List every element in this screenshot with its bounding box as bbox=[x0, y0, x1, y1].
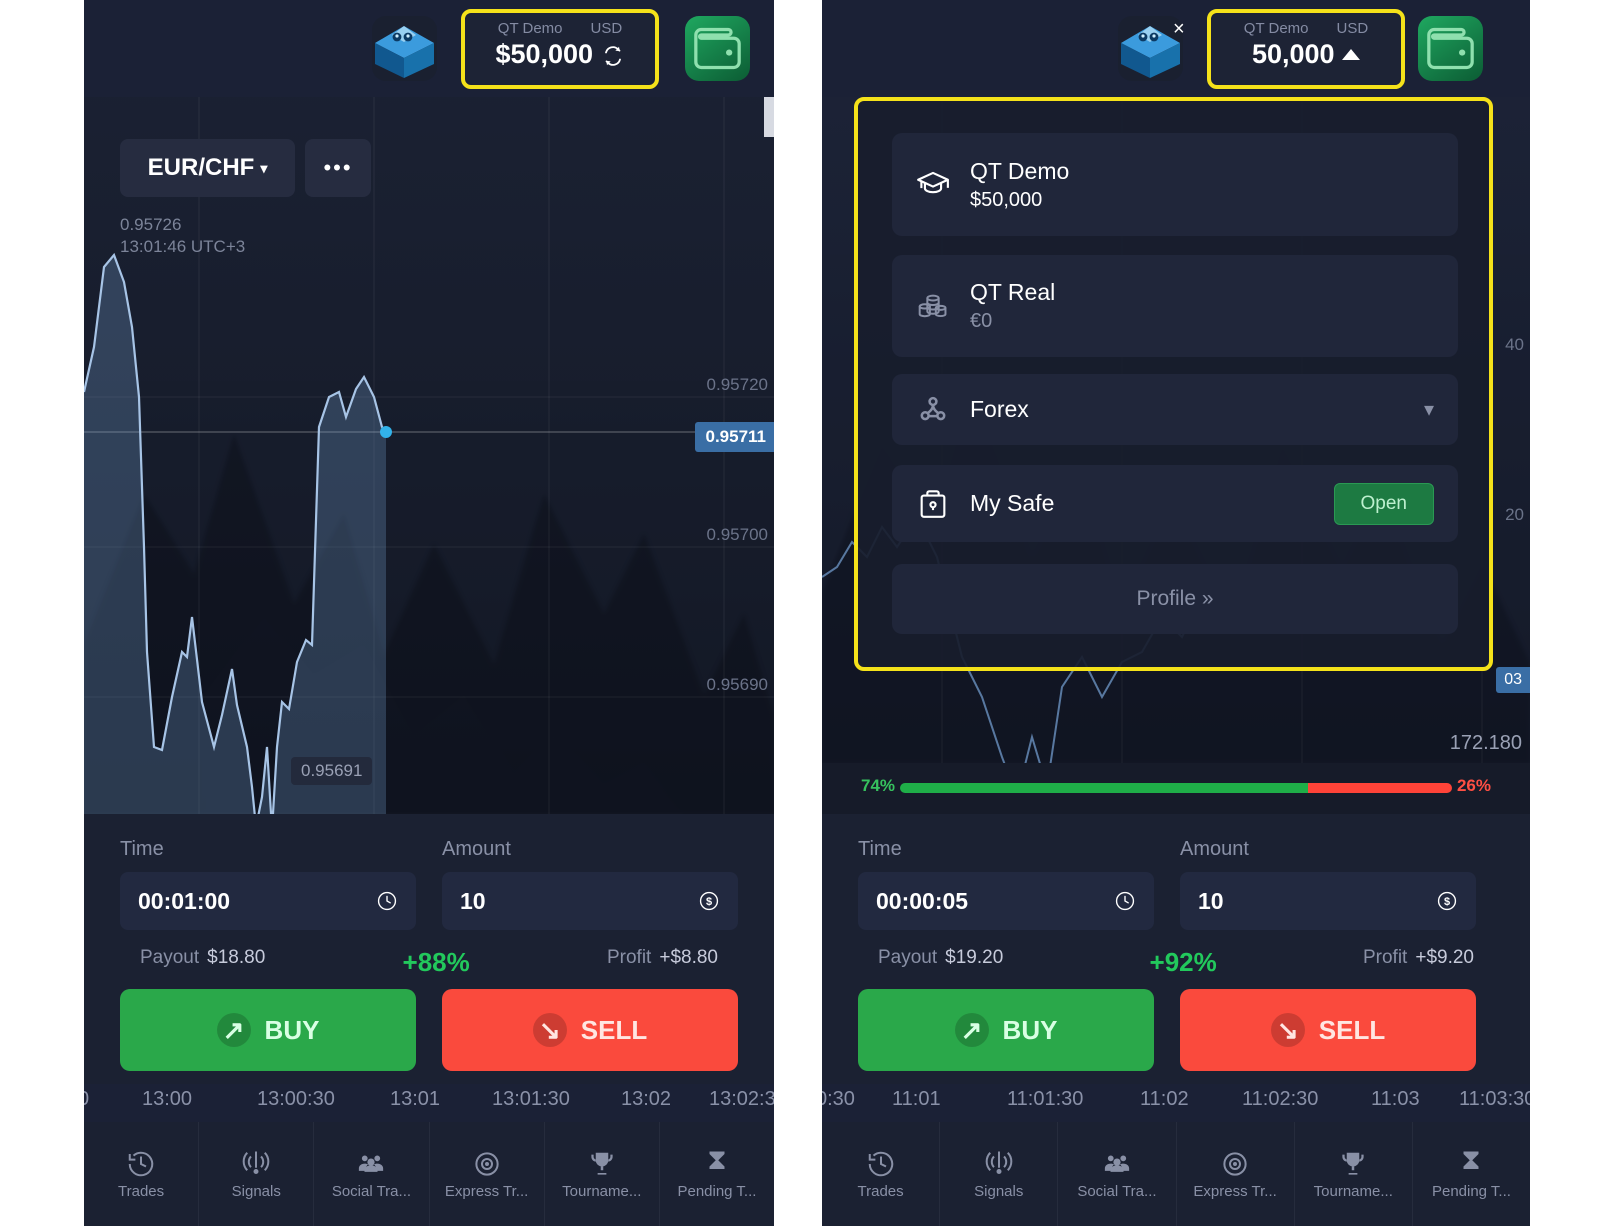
svg-text:$: $ bbox=[706, 896, 712, 908]
svg-text:$: $ bbox=[1444, 896, 1450, 908]
